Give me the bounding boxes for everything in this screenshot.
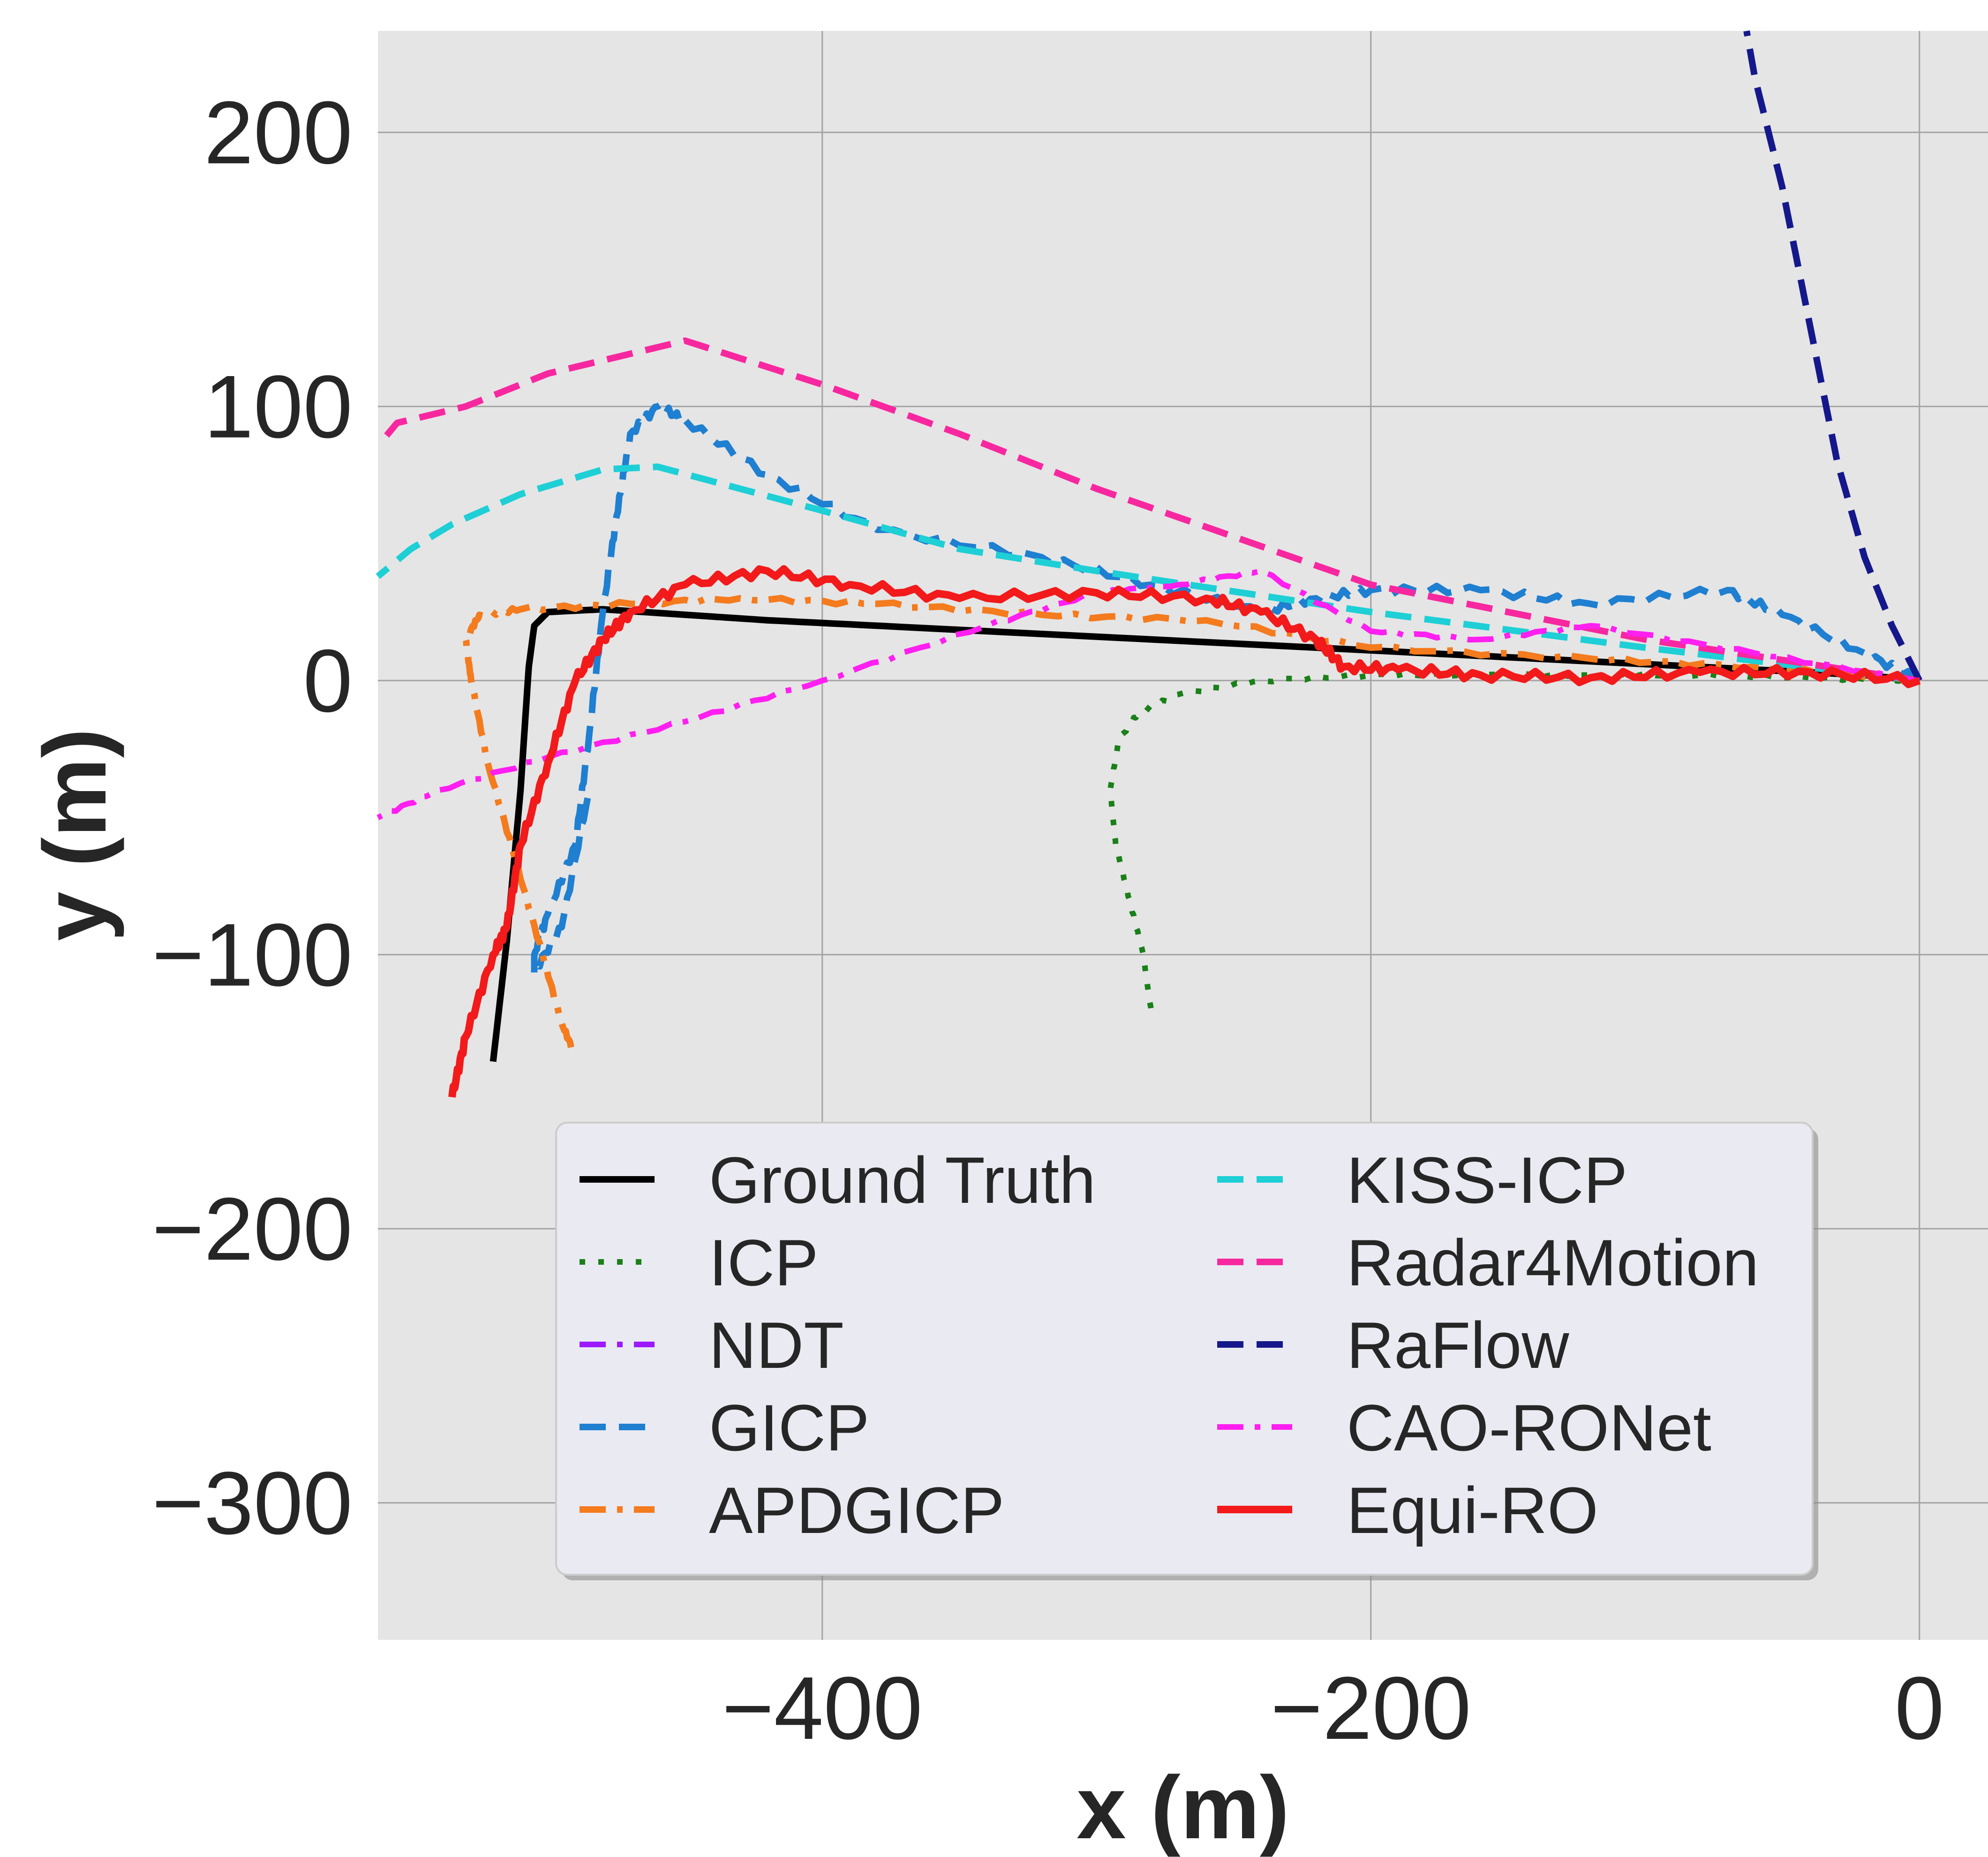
series-line xyxy=(489,606,1920,1062)
legend-label: KISS-ICP xyxy=(1347,1143,1627,1217)
legend-entries: Ground Truth ICP NDT GICP APDGICP KISS-ICP Rad… xyxy=(580,1143,1759,1547)
legend-label: CAO-RONet xyxy=(1347,1391,1711,1464)
series-line xyxy=(462,595,1920,1057)
legend-label: RaFlow xyxy=(1347,1308,1569,1382)
legend-label: NDT xyxy=(709,1308,844,1382)
y-tick-label: 0 xyxy=(303,631,353,731)
y-tick-labels: 200 100 0 −100 −200 −300 xyxy=(152,83,353,1553)
series-line xyxy=(1107,671,1920,1013)
legend-label: Ground Truth xyxy=(709,1143,1096,1217)
y-tick-label: −300 xyxy=(152,1454,353,1553)
series-line xyxy=(1743,30,1922,682)
y-tick-label: −100 xyxy=(152,906,353,1005)
series-line xyxy=(448,565,1921,1098)
legend-label: GICP xyxy=(709,1391,869,1464)
x-tick-label: −200 xyxy=(1271,1659,1471,1758)
y-tick-label: 200 xyxy=(204,83,353,182)
legend-label: Equi-RO xyxy=(1347,1473,1598,1547)
series-line xyxy=(531,401,1920,976)
y-tick-label: 100 xyxy=(204,357,353,457)
x-axis-label: x (m) xyxy=(1077,1758,1289,1857)
x-tick-label: 0 xyxy=(1895,1659,1944,1758)
legend: Ground Truth ICP NDT GICP APDGICP KISS-ICP Rad… xyxy=(555,1122,1818,1580)
series-line xyxy=(376,463,1920,684)
series-lines xyxy=(376,30,1922,1098)
legend-label: APDGICP xyxy=(709,1473,1004,1547)
x-tick-labels: −400 −200 0 xyxy=(722,1659,1944,1758)
x-tick-label: −400 xyxy=(722,1659,923,1758)
legend-frame xyxy=(555,1122,1814,1576)
legend-label: ICP xyxy=(709,1226,818,1299)
y-axis-label: y (m) xyxy=(25,728,125,941)
legend-label: Radar4Motion xyxy=(1347,1226,1759,1299)
series-line xyxy=(381,337,1920,684)
y-tick-label: −200 xyxy=(152,1179,353,1279)
